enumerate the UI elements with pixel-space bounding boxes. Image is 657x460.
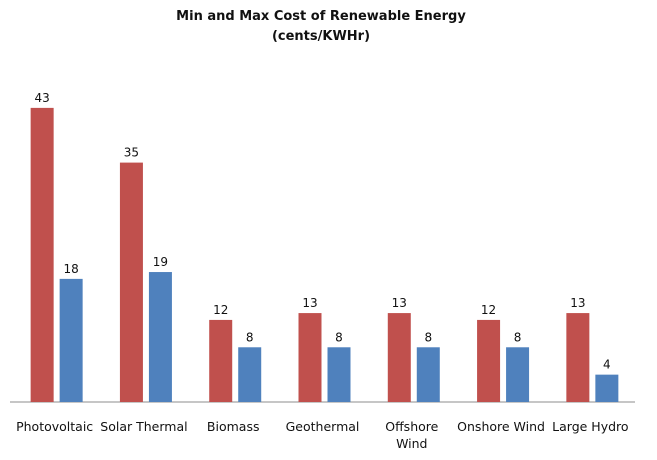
value-label-series-1-cat-4: 13	[302, 296, 317, 310]
value-label-series-1-cat-5: 13	[392, 296, 407, 310]
x-tick-label-4: Geothermal	[286, 419, 360, 434]
x-tick-label-5-line-2: Wind	[396, 436, 427, 451]
bar-series-2-cat-1	[59, 278, 83, 402]
bar-series-2-cat-2	[148, 272, 172, 402]
bar-series-1-cat-7	[566, 313, 590, 402]
bar-series-2-cat-7	[595, 374, 619, 402]
x-tick-label-1: Photovoltaic	[16, 419, 93, 434]
value-label-series-2-cat-7: 4	[603, 358, 611, 372]
value-label-series-2-cat-2: 19	[153, 255, 168, 269]
bar-series-1-cat-1	[30, 107, 54, 402]
value-label-series-1-cat-2: 35	[124, 146, 139, 160]
x-tick-label-2: Solar Thermal	[100, 419, 187, 434]
chart-title: Min and Max Cost of Renewable Energy	[176, 9, 466, 24]
bar-series-2-cat-5	[416, 347, 440, 402]
x-tick-labels-group: Photovoltaic Solar Thermal Biomass Geotherm…	[16, 419, 628, 451]
bar-series-2-cat-3	[238, 347, 262, 402]
value-label-series-1-cat-1: 43	[35, 91, 50, 105]
value-label-series-2-cat-4: 8	[335, 330, 343, 344]
bar-series-1-cat-3	[209, 319, 233, 402]
value-label-series-2-cat-3: 8	[246, 330, 254, 344]
x-tick-label-7: Large Hydro	[552, 419, 628, 434]
x-tick-label-6: Onshore Wind	[457, 419, 545, 434]
value-label-series-1-cat-6: 12	[481, 303, 496, 317]
bar-series-1-cat-5	[387, 313, 411, 402]
chart-subtitle: (cents/KWHr)	[272, 29, 370, 44]
x-tick-label-3: Biomass	[207, 419, 260, 434]
x-tick-label-5-line-1: Offshore	[385, 419, 438, 434]
value-label-series-1-cat-3: 12	[213, 303, 228, 317]
value-label-series-2-cat-6: 8	[514, 330, 522, 344]
bar-series-2-cat-6	[506, 347, 530, 402]
bar-series-1-cat-6	[477, 319, 501, 402]
bar-series-1-cat-4	[298, 313, 322, 402]
value-label-series-2-cat-5: 8	[424, 330, 432, 344]
bars-group	[30, 107, 619, 402]
value-label-series-1-cat-7: 13	[570, 296, 585, 310]
bar-series-2-cat-4	[327, 347, 351, 402]
value-label-series-2-cat-1: 18	[64, 262, 79, 276]
bar-series-1-cat-2	[119, 162, 143, 402]
value-labels-group: 43 18 35 19 12 8 13 8 13 8 12 8 13 4	[35, 91, 611, 372]
